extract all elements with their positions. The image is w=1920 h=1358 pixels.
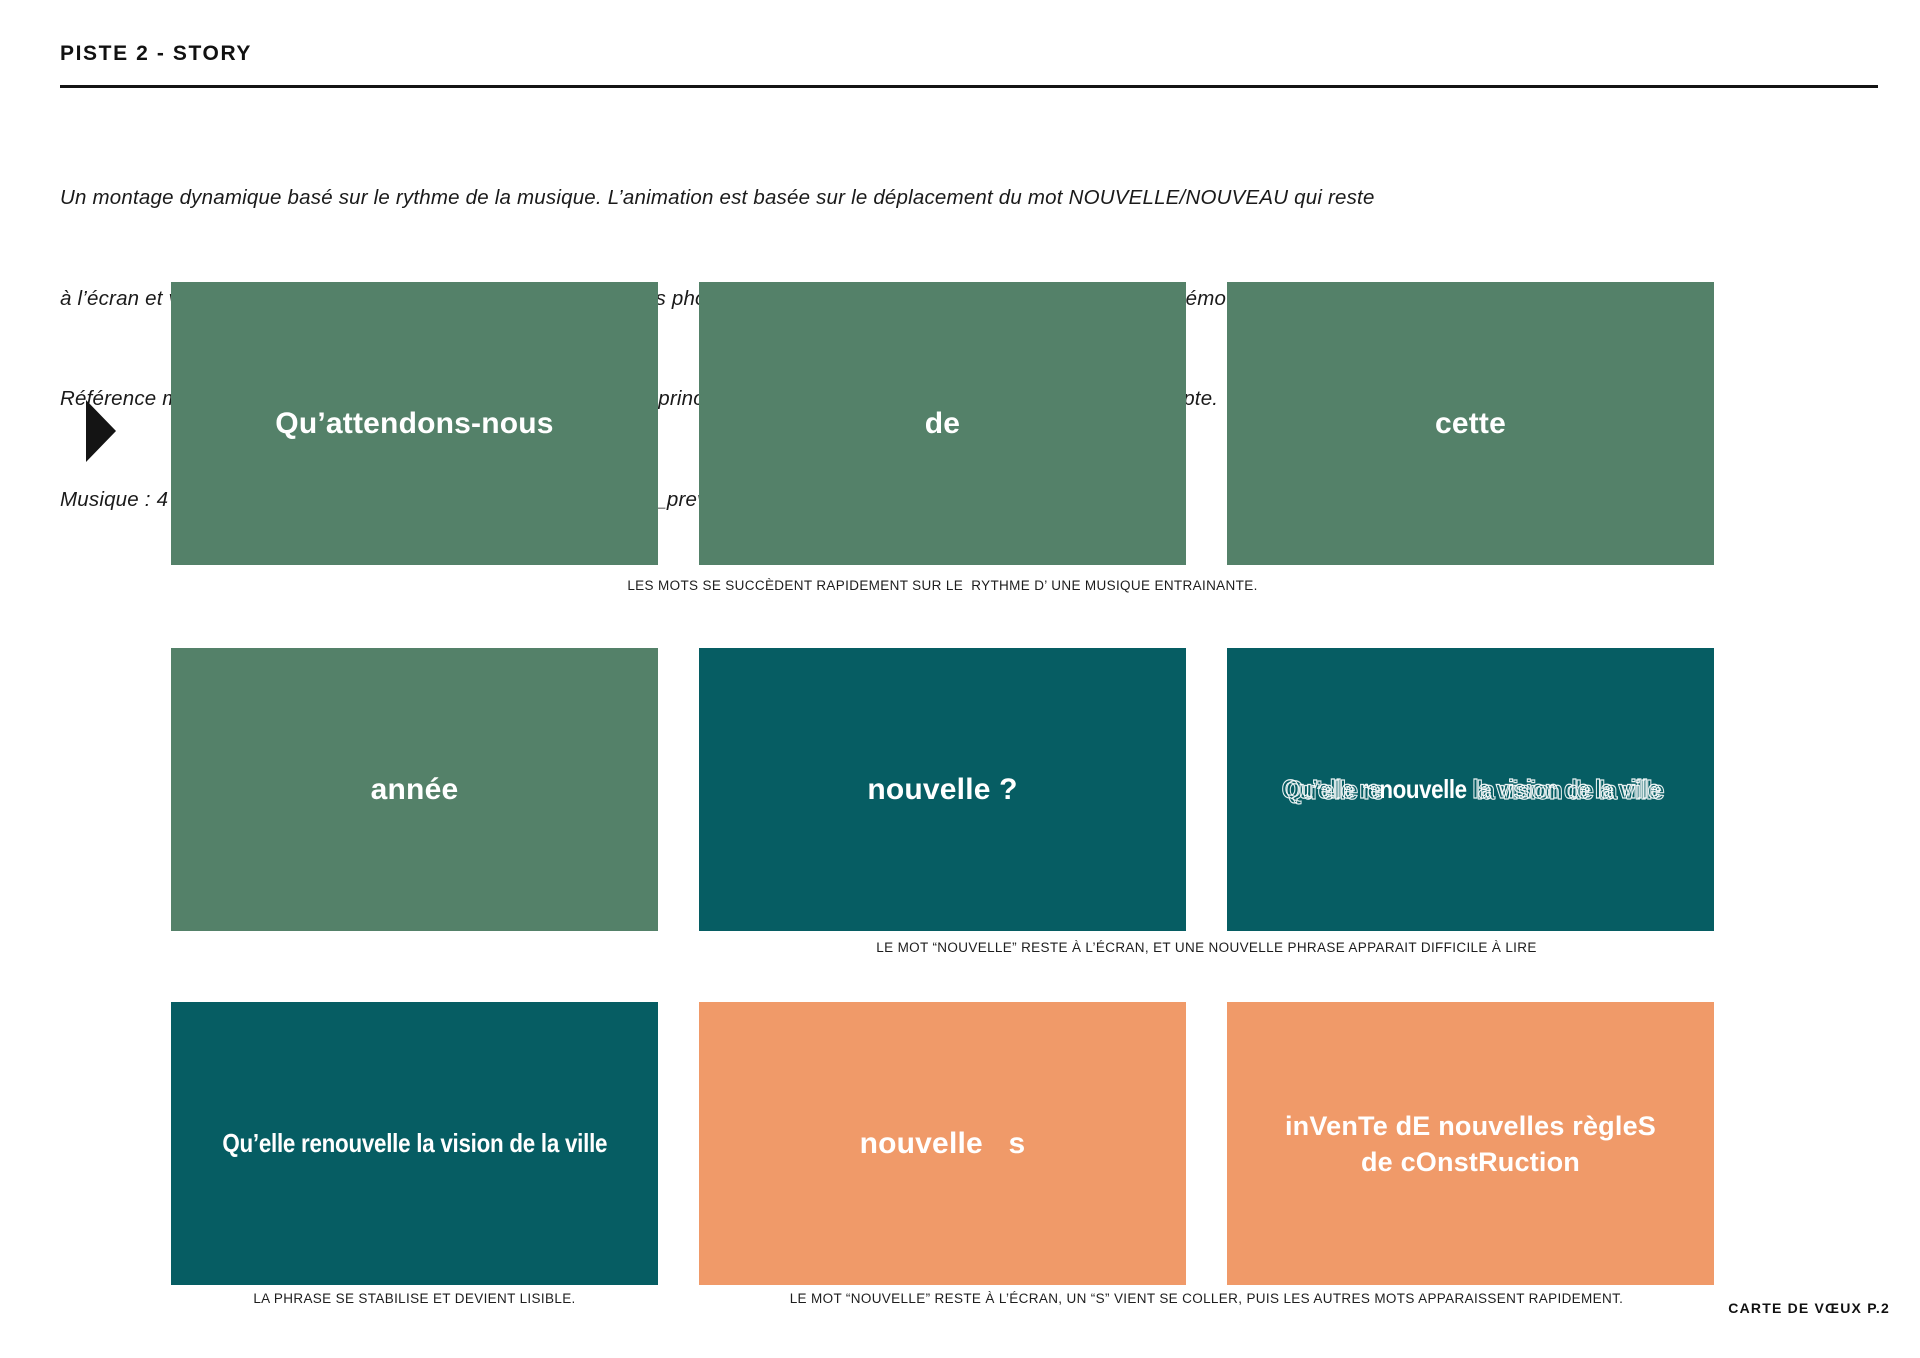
play-marker-icon (86, 400, 116, 462)
frame-text: nouvelle s (859, 1126, 1026, 1160)
storyboard-frame-3-1: Qu’elle renouvelle la vision de la ville (171, 1002, 658, 1285)
intro-line: Un montage dynamique basé sur le rythme … (60, 186, 1375, 209)
caption-row-1: LES MOTS SE SUCCÈDENT RAPIDEMENT SUR LE … (627, 578, 1258, 593)
page-footer: CARTE DE VŒUX P.2 (1728, 1300, 1890, 1316)
scramble-layer-copy: Qu’elle renouvelle la vision de la ville (1285, 774, 1665, 806)
storyboard-frame-3-2: nouvelle s (699, 1002, 1186, 1285)
caption-row-3-left: LA PHRASE SE STABILISE ET DEVIENT LISIBL… (253, 1291, 576, 1306)
frame-text: nouvelle ? (867, 772, 1018, 806)
frame-text: Qu’elle renouvelle la vision de la ville (222, 1128, 607, 1158)
storyboard-frame-1-1: Qu’attendons-nous (171, 282, 658, 565)
frame-text-line-1: inVenTe dE nouvelles règleS (1284, 1110, 1657, 1141)
outline-text: la vision de la ville (1470, 774, 1665, 805)
frame-text: inVenTe dE nouvelles règleS de cOnstRuct… (1285, 1108, 1656, 1180)
storyboard-frame-3-3: inVenTe dE nouvelles règleS de cOnstRuct… (1227, 1002, 1714, 1285)
frame-text: année (370, 772, 459, 806)
frame-text: Qu’attendons-nous (275, 406, 554, 440)
scrambled-sentence: Qu’elle renouvelle la vision de la ville… (1281, 773, 1665, 805)
highlight-word: nouvelle (1379, 774, 1467, 804)
ghost-word: nouvelle (1383, 775, 1470, 805)
storyboard-frame-2-2: nouvelle ? (699, 648, 1186, 931)
title-rule (60, 85, 1878, 88)
storyboard-frame-1-3: cette (1227, 282, 1714, 565)
outline-text: la vision de la ville (1466, 773, 1661, 804)
caption-row-2: LE MOT “NOUVELLE” RESTE À L’ÉCRAN, ET UN… (876, 940, 1537, 955)
caption-row-3-right: LE MOT “NOUVELLE” RESTE À L’ÉCRAN, UN “S… (789, 1291, 1624, 1306)
outline-text: Qu’elle re (1285, 774, 1384, 805)
storyboard-frame-1-2: de (699, 282, 1186, 565)
frame-text: cette (1434, 406, 1507, 440)
storyboard-frame-2-3: Qu’elle renouvelle la vision de la ville… (1227, 648, 1714, 931)
outline-text: Qu’elle re (1281, 773, 1380, 804)
storyboard-frame-2-1: année (171, 648, 658, 931)
frame-text: de (924, 406, 961, 440)
scramble-layer-base: Qu’elle renouvelle la vision de la ville (1281, 773, 1661, 805)
frame-text-line-2: de cOnstRuction (1360, 1146, 1580, 1177)
page-title: PISTE 2 - STORY (60, 42, 253, 65)
